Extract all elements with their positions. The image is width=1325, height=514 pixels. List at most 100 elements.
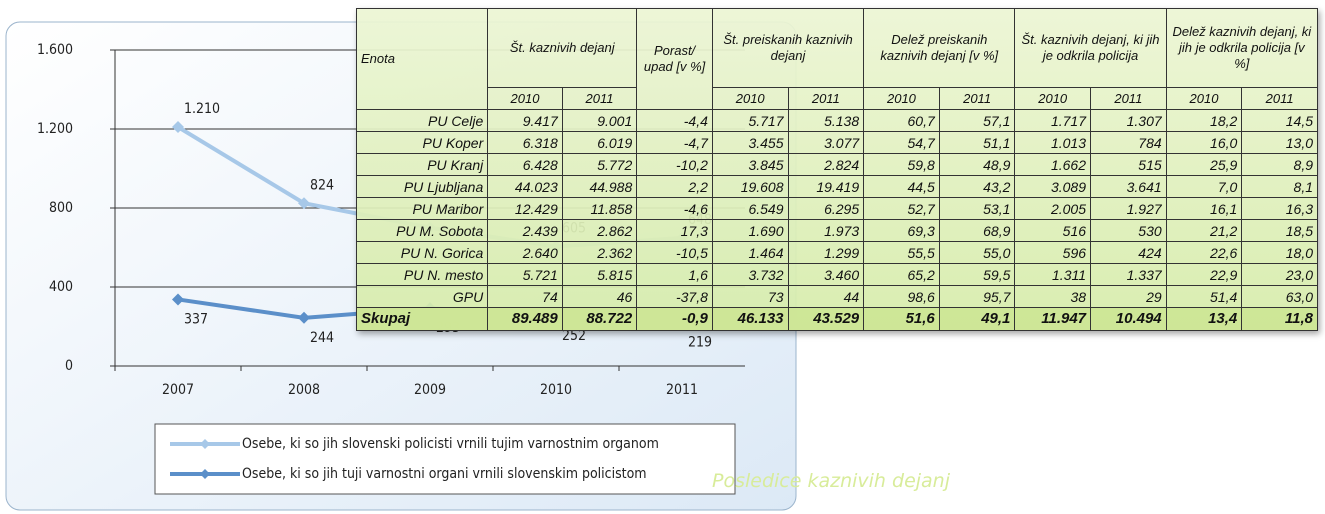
- value-cell: 424: [1090, 241, 1167, 264]
- unit-cell: PU M. Sobota: [355, 219, 489, 242]
- value-cell: 11.947: [1014, 307, 1092, 331]
- total-row: Skupaj 89.489 88.722 -0,9 46.133 43.529 51,6 49…: [355, 307, 1318, 331]
- value-cell: 5.721: [487, 263, 563, 286]
- value-cell: 49,1: [938, 307, 1016, 331]
- year-header: 2010: [863, 87, 940, 110]
- point-marker: [172, 293, 184, 306]
- value-cell: 21,2: [1165, 219, 1243, 242]
- value-cell: 516: [1014, 219, 1092, 242]
- point-marker: [298, 197, 310, 210]
- value-cell: 1.013: [1014, 131, 1092, 154]
- value-cell: 51,1: [938, 131, 1016, 154]
- value-cell: 784: [1090, 131, 1167, 154]
- value-cell: 19.419: [787, 175, 865, 198]
- value-cell: 59,5: [938, 263, 1016, 286]
- value-cell: -4,6: [636, 197, 713, 220]
- value-cell: 3.077: [787, 131, 865, 154]
- table-row: PU Koper 6.318 6.019 -4,7 3.455 3.077 54,7 51,1…: [355, 131, 1318, 154]
- value-cell: 73: [711, 285, 789, 308]
- y-tick-label: 1.600: [37, 42, 73, 58]
- caption: Posledice kaznivih dejanj: [712, 470, 951, 492]
- value-cell: 51,6: [863, 307, 940, 331]
- value-cell: 59,8: [863, 153, 940, 176]
- value-cell: 38: [1014, 285, 1092, 308]
- value-cell: 16,3: [1241, 197, 1318, 220]
- value-cell: 2,2: [636, 175, 713, 198]
- value-cell: 54,7: [863, 131, 940, 154]
- value-cell: 63,0: [1241, 285, 1318, 308]
- value-cell: 44.023: [487, 175, 563, 198]
- year-header: 2010: [1014, 87, 1092, 110]
- value-cell: -10,2: [636, 153, 713, 176]
- value-cell: -37,8: [636, 285, 713, 308]
- table-row: PU Kranj 6.428 5.772 -10,2 3.845 2.824 59,8 48,…: [355, 153, 1318, 176]
- value-cell: 1.311: [1014, 263, 1092, 286]
- value-cell: 8,9: [1241, 153, 1318, 176]
- unit-cell: GPU: [355, 285, 489, 308]
- value-cell: 60,7: [863, 109, 940, 132]
- value-cell: 55,0: [938, 241, 1016, 264]
- value-cell: 52,7: [863, 197, 940, 220]
- group-header: Delež preiskanih kaznivih dejanj [v %]: [863, 8, 1016, 88]
- y-tick-label: 800: [49, 200, 73, 216]
- group-header: Št. kaznivih dejanj, ki jih je odkrila p…: [1014, 8, 1167, 88]
- value-cell: 53,1: [938, 197, 1016, 220]
- value-cell: 11.858: [561, 197, 638, 220]
- legend-label: Osebe, ki so jih tuji varnostni organi v…: [242, 466, 647, 482]
- value-cell: 6.019: [561, 131, 638, 154]
- unit-cell: PU Celje: [355, 109, 489, 132]
- value-cell: 596: [1014, 241, 1092, 264]
- value-cell: 1.307: [1090, 109, 1167, 132]
- unit-cell: PU Koper: [355, 131, 489, 154]
- data-table: Enota Št. kaznivih dejanj Porast/ upad [v …: [355, 8, 1319, 331]
- value-cell: 68,9: [938, 219, 1016, 242]
- point-marker: [298, 311, 310, 324]
- data-label: 244: [310, 330, 334, 346]
- value-cell: 51,4: [1165, 285, 1243, 308]
- value-cell: 44,5: [863, 175, 940, 198]
- year-header: 2010: [487, 87, 563, 110]
- value-cell: -4,7: [636, 131, 713, 154]
- value-cell: 9.417: [487, 109, 563, 132]
- value-cell: 74: [487, 285, 563, 308]
- value-cell: 46.133: [711, 307, 789, 331]
- value-cell: 3.732: [711, 263, 789, 286]
- y-tick-label: 400: [49, 279, 73, 295]
- value-cell: 43.529: [787, 307, 865, 331]
- header-row: Enota Št. kaznivih dejanj Porast/ upad [v …: [355, 8, 1319, 110]
- value-cell: 6.549: [711, 197, 789, 220]
- unit-cell: PU N. mesto: [355, 263, 489, 286]
- value-cell: 9.001: [561, 109, 638, 132]
- y-tick-label: 0: [65, 358, 73, 374]
- value-cell: 23,0: [1241, 263, 1318, 286]
- group-header: Delež kaznivih dejanj, ki jih je odkrila…: [1165, 8, 1319, 88]
- table-row: PU Maribor 12.429 11.858 -4,6 6.549 6.295 52,7…: [355, 197, 1318, 220]
- value-cell: 13,4: [1165, 307, 1243, 331]
- value-cell: 46: [561, 285, 638, 308]
- x-tick-label: 2010: [540, 382, 572, 398]
- table-row: GPU 74 46 -37,8 73 44 98,6 95,7 38 29 51,4 63,0: [355, 285, 1318, 308]
- value-cell: 2.362: [561, 241, 638, 264]
- value-cell: 1.337: [1090, 263, 1167, 286]
- value-cell: 6.295: [787, 197, 865, 220]
- value-cell: 5.772: [561, 153, 638, 176]
- point-marker: [172, 121, 184, 134]
- value-cell: 17,3: [636, 219, 713, 242]
- year-header: 2011: [787, 87, 865, 110]
- year-header: 2010: [1165, 87, 1243, 110]
- value-cell: 1.464: [711, 241, 789, 264]
- value-cell: 1.662: [1014, 153, 1092, 176]
- value-cell: 29: [1090, 285, 1167, 308]
- value-cell: 22,9: [1165, 263, 1243, 286]
- value-cell: 1,6: [636, 263, 713, 286]
- value-cell: 55,5: [863, 241, 940, 264]
- year-header: 2011: [1090, 87, 1167, 110]
- value-cell: 57,1: [938, 109, 1016, 132]
- value-cell: 6.318: [487, 131, 563, 154]
- value-cell: 5.717: [711, 109, 789, 132]
- value-cell: 69,3: [863, 219, 940, 242]
- group-header: Št. kaznivih dejanj: [487, 8, 638, 88]
- year-header: 2011: [938, 87, 1016, 110]
- value-cell: 5.138: [787, 109, 865, 132]
